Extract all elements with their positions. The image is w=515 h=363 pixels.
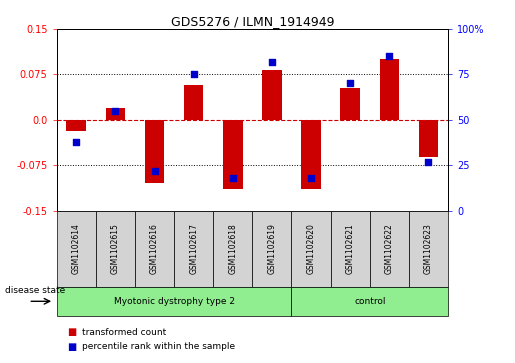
Text: GSM1102622: GSM1102622 (385, 223, 394, 274)
Text: GSM1102623: GSM1102623 (424, 223, 433, 274)
Text: control: control (354, 297, 386, 306)
Point (268, 59, 276, 65)
Point (72, 139, 80, 144)
Point (424, 159, 433, 164)
Bar (340, 88, 360, 120)
Bar (145, 120, 164, 183)
Point (190, 72, 198, 77)
Bar (419, 120, 438, 157)
Point (385, 53, 393, 59)
Text: disease state: disease state (5, 286, 65, 295)
Point (229, 175, 237, 181)
Text: ■: ■ (67, 342, 76, 352)
Bar (66, 120, 86, 131)
Text: GSM1102616: GSM1102616 (150, 223, 159, 274)
Bar (380, 59, 399, 120)
Text: GSM1102618: GSM1102618 (228, 223, 237, 274)
Text: Myotonic dystrophy type 2: Myotonic dystrophy type 2 (114, 297, 234, 306)
Bar (262, 70, 282, 120)
Bar (106, 108, 125, 120)
Text: GSM1102615: GSM1102615 (111, 223, 120, 274)
Text: GSM1102617: GSM1102617 (189, 223, 198, 274)
Text: GSM1102614: GSM1102614 (72, 223, 81, 274)
Point (150, 168, 159, 174)
Text: GSM1102621: GSM1102621 (346, 223, 355, 274)
Bar (184, 85, 203, 120)
Title: GDS5276 / ILMN_1914949: GDS5276 / ILMN_1914949 (170, 15, 334, 28)
Bar (223, 120, 243, 189)
Text: GSM1102619: GSM1102619 (267, 223, 277, 274)
Text: transformed count: transformed count (82, 328, 167, 337)
Text: ■: ■ (67, 327, 76, 337)
Bar (301, 120, 321, 189)
Point (111, 108, 119, 114)
Text: percentile rank within the sample: percentile rank within the sample (82, 342, 235, 351)
Point (307, 175, 315, 181)
Point (346, 81, 354, 86)
Text: GSM1102620: GSM1102620 (306, 223, 316, 274)
